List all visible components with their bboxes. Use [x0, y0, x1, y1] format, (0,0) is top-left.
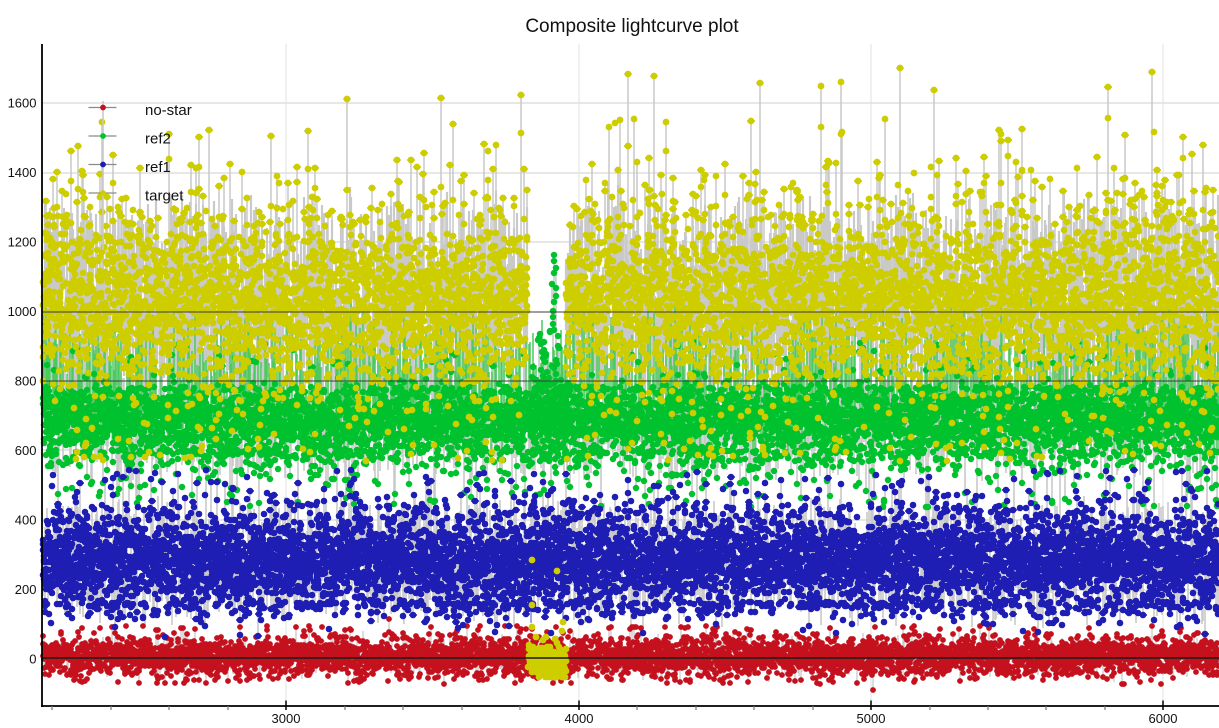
- svg-text:200: 200: [15, 582, 37, 597]
- svg-text:Composite lightcurve plot: Composite lightcurve plot: [525, 16, 739, 37]
- svg-text:3000: 3000: [272, 711, 301, 726]
- svg-text:6000: 6000: [1149, 711, 1178, 726]
- svg-text:600: 600: [15, 443, 37, 458]
- svg-text:1400: 1400: [8, 165, 37, 180]
- svg-text:400: 400: [15, 512, 37, 527]
- svg-text:1600: 1600: [8, 95, 37, 110]
- svg-text:ref1: ref1: [145, 159, 171, 176]
- svg-text:0: 0: [29, 651, 36, 666]
- svg-text:5000: 5000: [857, 711, 886, 726]
- svg-text:ref2: ref2: [145, 131, 171, 148]
- svg-text:1200: 1200: [8, 234, 37, 249]
- svg-text:800: 800: [15, 373, 37, 388]
- svg-text:no-star: no-star: [145, 102, 192, 119]
- svg-text:1000: 1000: [8, 304, 37, 319]
- svg-text:target: target: [145, 188, 184, 205]
- svg-text:4000: 4000: [565, 711, 594, 726]
